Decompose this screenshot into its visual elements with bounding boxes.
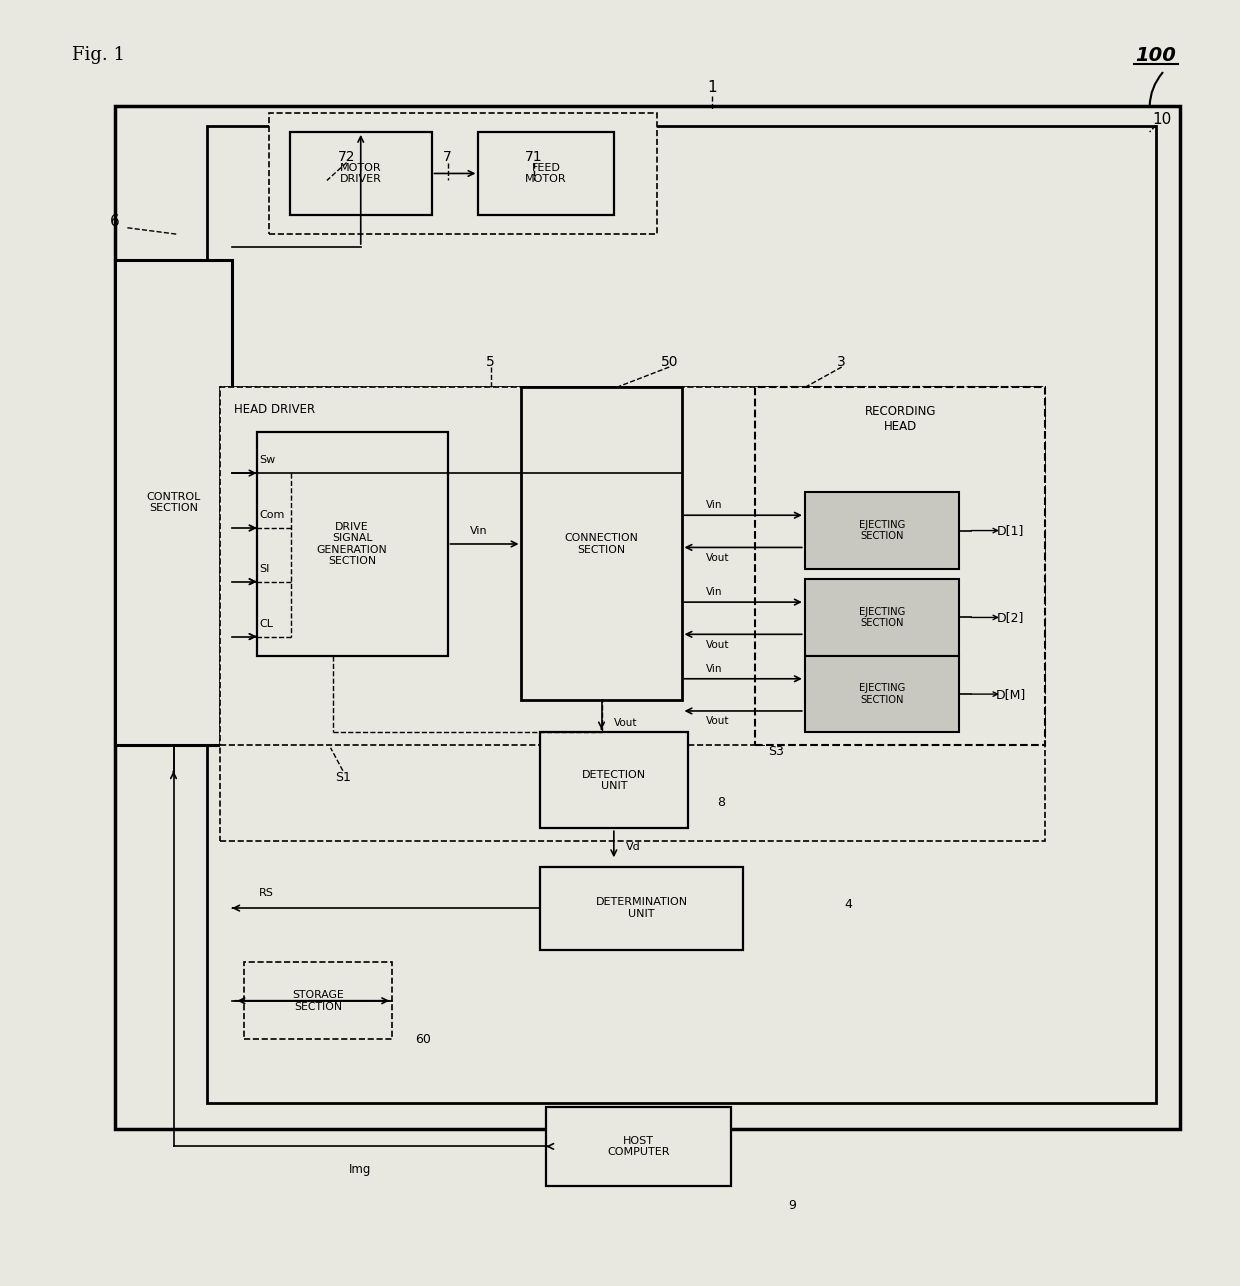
Text: Vin: Vin <box>707 664 723 674</box>
Text: 72: 72 <box>337 150 356 165</box>
Bar <box>479 132 614 215</box>
Bar <box>290 132 432 215</box>
Text: Vout: Vout <box>707 639 729 649</box>
Text: 100: 100 <box>1136 46 1177 64</box>
Bar <box>219 387 1045 841</box>
Bar <box>546 1107 730 1186</box>
Bar <box>115 260 232 745</box>
Bar <box>755 387 1045 745</box>
Bar <box>539 867 743 949</box>
Text: 5: 5 <box>486 355 495 369</box>
Text: S3: S3 <box>768 745 784 759</box>
Bar <box>207 126 1156 1103</box>
Bar <box>805 656 959 733</box>
Text: STORAGE
SECTION: STORAGE SECTION <box>293 990 345 1012</box>
Bar <box>115 107 1180 1129</box>
Text: CONNECTION
SECTION: CONNECTION SECTION <box>564 534 639 554</box>
Text: 7: 7 <box>443 150 451 165</box>
Text: Vin: Vin <box>470 526 487 536</box>
Text: Vin: Vin <box>707 586 723 597</box>
Text: 71: 71 <box>525 150 543 165</box>
Text: DETECTION
UNIT: DETECTION UNIT <box>582 769 646 791</box>
Text: EJECTING
SECTION: EJECTING SECTION <box>858 607 905 629</box>
Text: HOST
COMPUTER: HOST COMPUTER <box>608 1136 670 1157</box>
Text: Fig. 1: Fig. 1 <box>72 46 125 64</box>
Text: 50: 50 <box>661 355 678 369</box>
Text: 4: 4 <box>844 899 852 912</box>
Text: DRIVE
SIGNAL
GENERATION
SECTION: DRIVE SIGNAL GENERATION SECTION <box>316 522 387 566</box>
Text: SI: SI <box>259 563 269 574</box>
Text: 3: 3 <box>837 355 846 369</box>
Text: 9: 9 <box>789 1199 796 1211</box>
Text: EJECTING
SECTION: EJECTING SECTION <box>858 683 905 705</box>
Text: 6: 6 <box>110 213 120 229</box>
Bar <box>244 962 392 1039</box>
Bar <box>269 113 657 234</box>
Text: D[1]: D[1] <box>997 525 1024 538</box>
Bar <box>257 432 448 656</box>
Text: 8: 8 <box>717 796 725 809</box>
Text: D[2]: D[2] <box>997 611 1024 624</box>
Text: FEED
MOTOR: FEED MOTOR <box>526 162 567 184</box>
Text: RS: RS <box>259 887 274 898</box>
Text: RECORDING
HEAD: RECORDING HEAD <box>864 405 936 433</box>
Bar <box>219 387 768 745</box>
Text: Sw: Sw <box>259 455 275 466</box>
Text: DETERMINATION
UNIT: DETERMINATION UNIT <box>595 898 688 919</box>
Text: D[M]: D[M] <box>996 688 1025 701</box>
Text: MOTOR
DRIVER: MOTOR DRIVER <box>340 162 382 184</box>
Text: 60: 60 <box>415 1033 430 1046</box>
Text: Vd: Vd <box>626 842 641 853</box>
Bar <box>539 733 688 828</box>
Text: Vout: Vout <box>707 553 729 563</box>
Text: Vin: Vin <box>707 500 723 511</box>
Text: Com: Com <box>259 511 284 521</box>
Bar <box>522 387 682 701</box>
Text: HEAD DRIVER: HEAD DRIVER <box>234 403 316 415</box>
Text: EJECTING
SECTION: EJECTING SECTION <box>858 520 905 541</box>
Text: S1: S1 <box>335 770 351 783</box>
Text: Vout: Vout <box>707 716 729 727</box>
Text: 10: 10 <box>1152 112 1172 126</box>
Text: CL: CL <box>259 619 273 629</box>
Text: Img: Img <box>348 1163 371 1175</box>
Bar <box>805 493 959 568</box>
Text: Vout: Vout <box>614 719 637 728</box>
Text: 1: 1 <box>708 80 717 95</box>
Text: CONTROL
SECTION: CONTROL SECTION <box>146 491 201 513</box>
Bar <box>805 579 959 656</box>
